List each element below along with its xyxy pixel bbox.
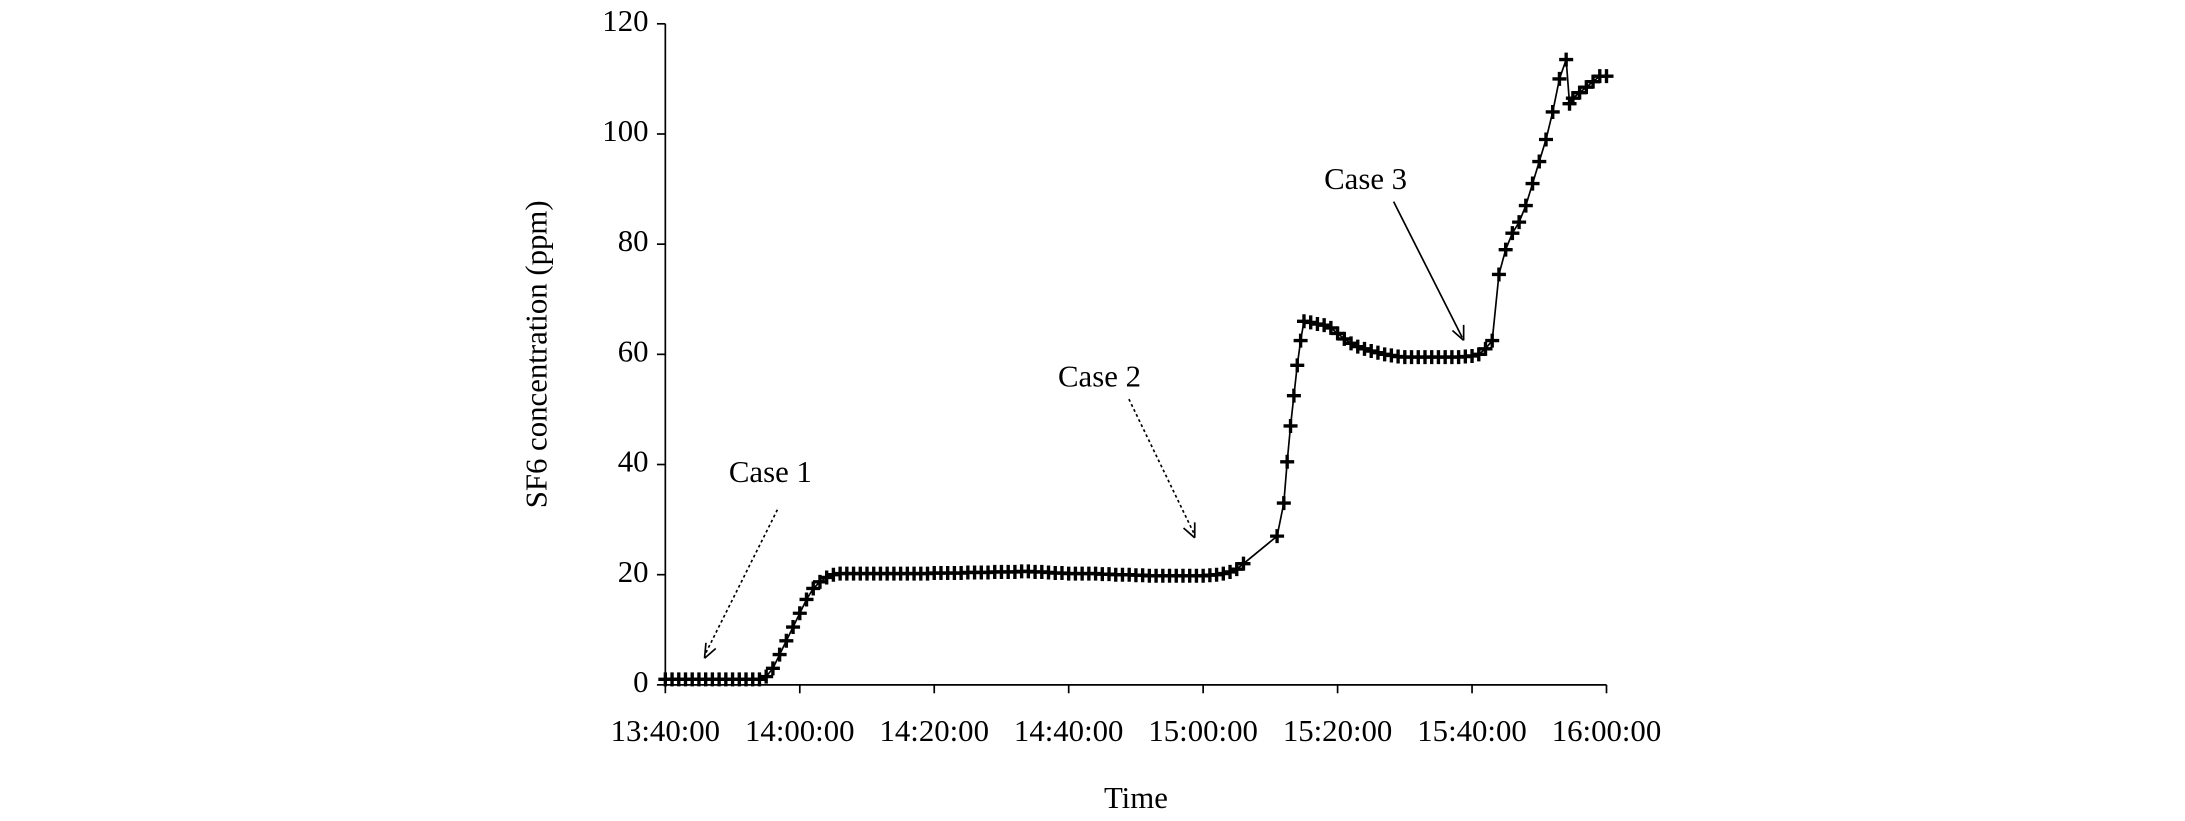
data-point [1270,529,1285,544]
x-tick-label: 16:00:00 [1552,714,1662,748]
data-point [1518,198,1533,213]
arrow-head [1451,324,1465,341]
y-axis-label: SF6 concentration (ppm) [519,200,553,508]
x-axis-label: Time [1104,781,1168,815]
data-point [1485,333,1500,348]
x-tick-label: 13:40:00 [611,714,721,748]
arrow-head [703,642,717,659]
y-tick-label: 20 [618,555,649,589]
y-tick-label: 120 [602,4,648,38]
x-tick-label: 14:40:00 [1014,714,1124,748]
x-tick-label: 14:20:00 [879,714,989,748]
data-point [1286,388,1301,403]
annotation-arrow [1392,201,1463,338]
x-tick-label: 15:40:00 [1417,714,1527,748]
annotation: Case 2 [1058,360,1141,394]
y-tick-label: 100 [602,114,648,148]
x-tick-label: 15:00:00 [1148,714,1258,748]
data-point [786,620,801,635]
annotation-arrow [1128,398,1196,536]
data-point [1512,215,1527,230]
data-point [765,661,780,676]
data-point [799,592,814,607]
data-point [1280,454,1295,469]
data-point [1525,176,1540,191]
data-point [1283,418,1298,433]
y-tick-label: 80 [618,224,649,258]
x-tick-label: 15:20:00 [1283,714,1393,748]
data-point [1317,318,1332,333]
data-point [806,581,821,596]
data-point [1538,132,1553,147]
y-tick-label: 40 [618,445,649,479]
data-point [819,570,834,585]
data-point [1290,358,1305,373]
data-point [1545,104,1560,119]
data-point [1505,226,1520,241]
annotation-arrow [703,509,779,656]
data-point [1552,71,1567,86]
data-point [1599,69,1614,84]
annotation: Case 1 [729,455,812,489]
y-tick-label: 0 [633,665,648,699]
annotation: Case 3 [1324,162,1407,196]
data-point [1357,341,1372,356]
data-point [779,633,794,648]
data-point [1293,333,1308,348]
data-point [1236,556,1251,571]
data-point [772,647,787,662]
data-point [792,606,807,621]
data-point [752,672,767,687]
data-point [1350,339,1365,354]
y-tick-label: 60 [618,334,649,368]
data-point [1491,267,1506,282]
data-point [1478,341,1493,356]
data-point [1559,52,1574,67]
data-point [759,669,774,684]
data-point [1276,496,1291,511]
x-tick-label: 14:00:00 [745,714,855,748]
arrow-head [1182,522,1196,539]
data-point [1498,242,1513,257]
data-point [1532,154,1547,169]
data-point [1223,564,1238,579]
